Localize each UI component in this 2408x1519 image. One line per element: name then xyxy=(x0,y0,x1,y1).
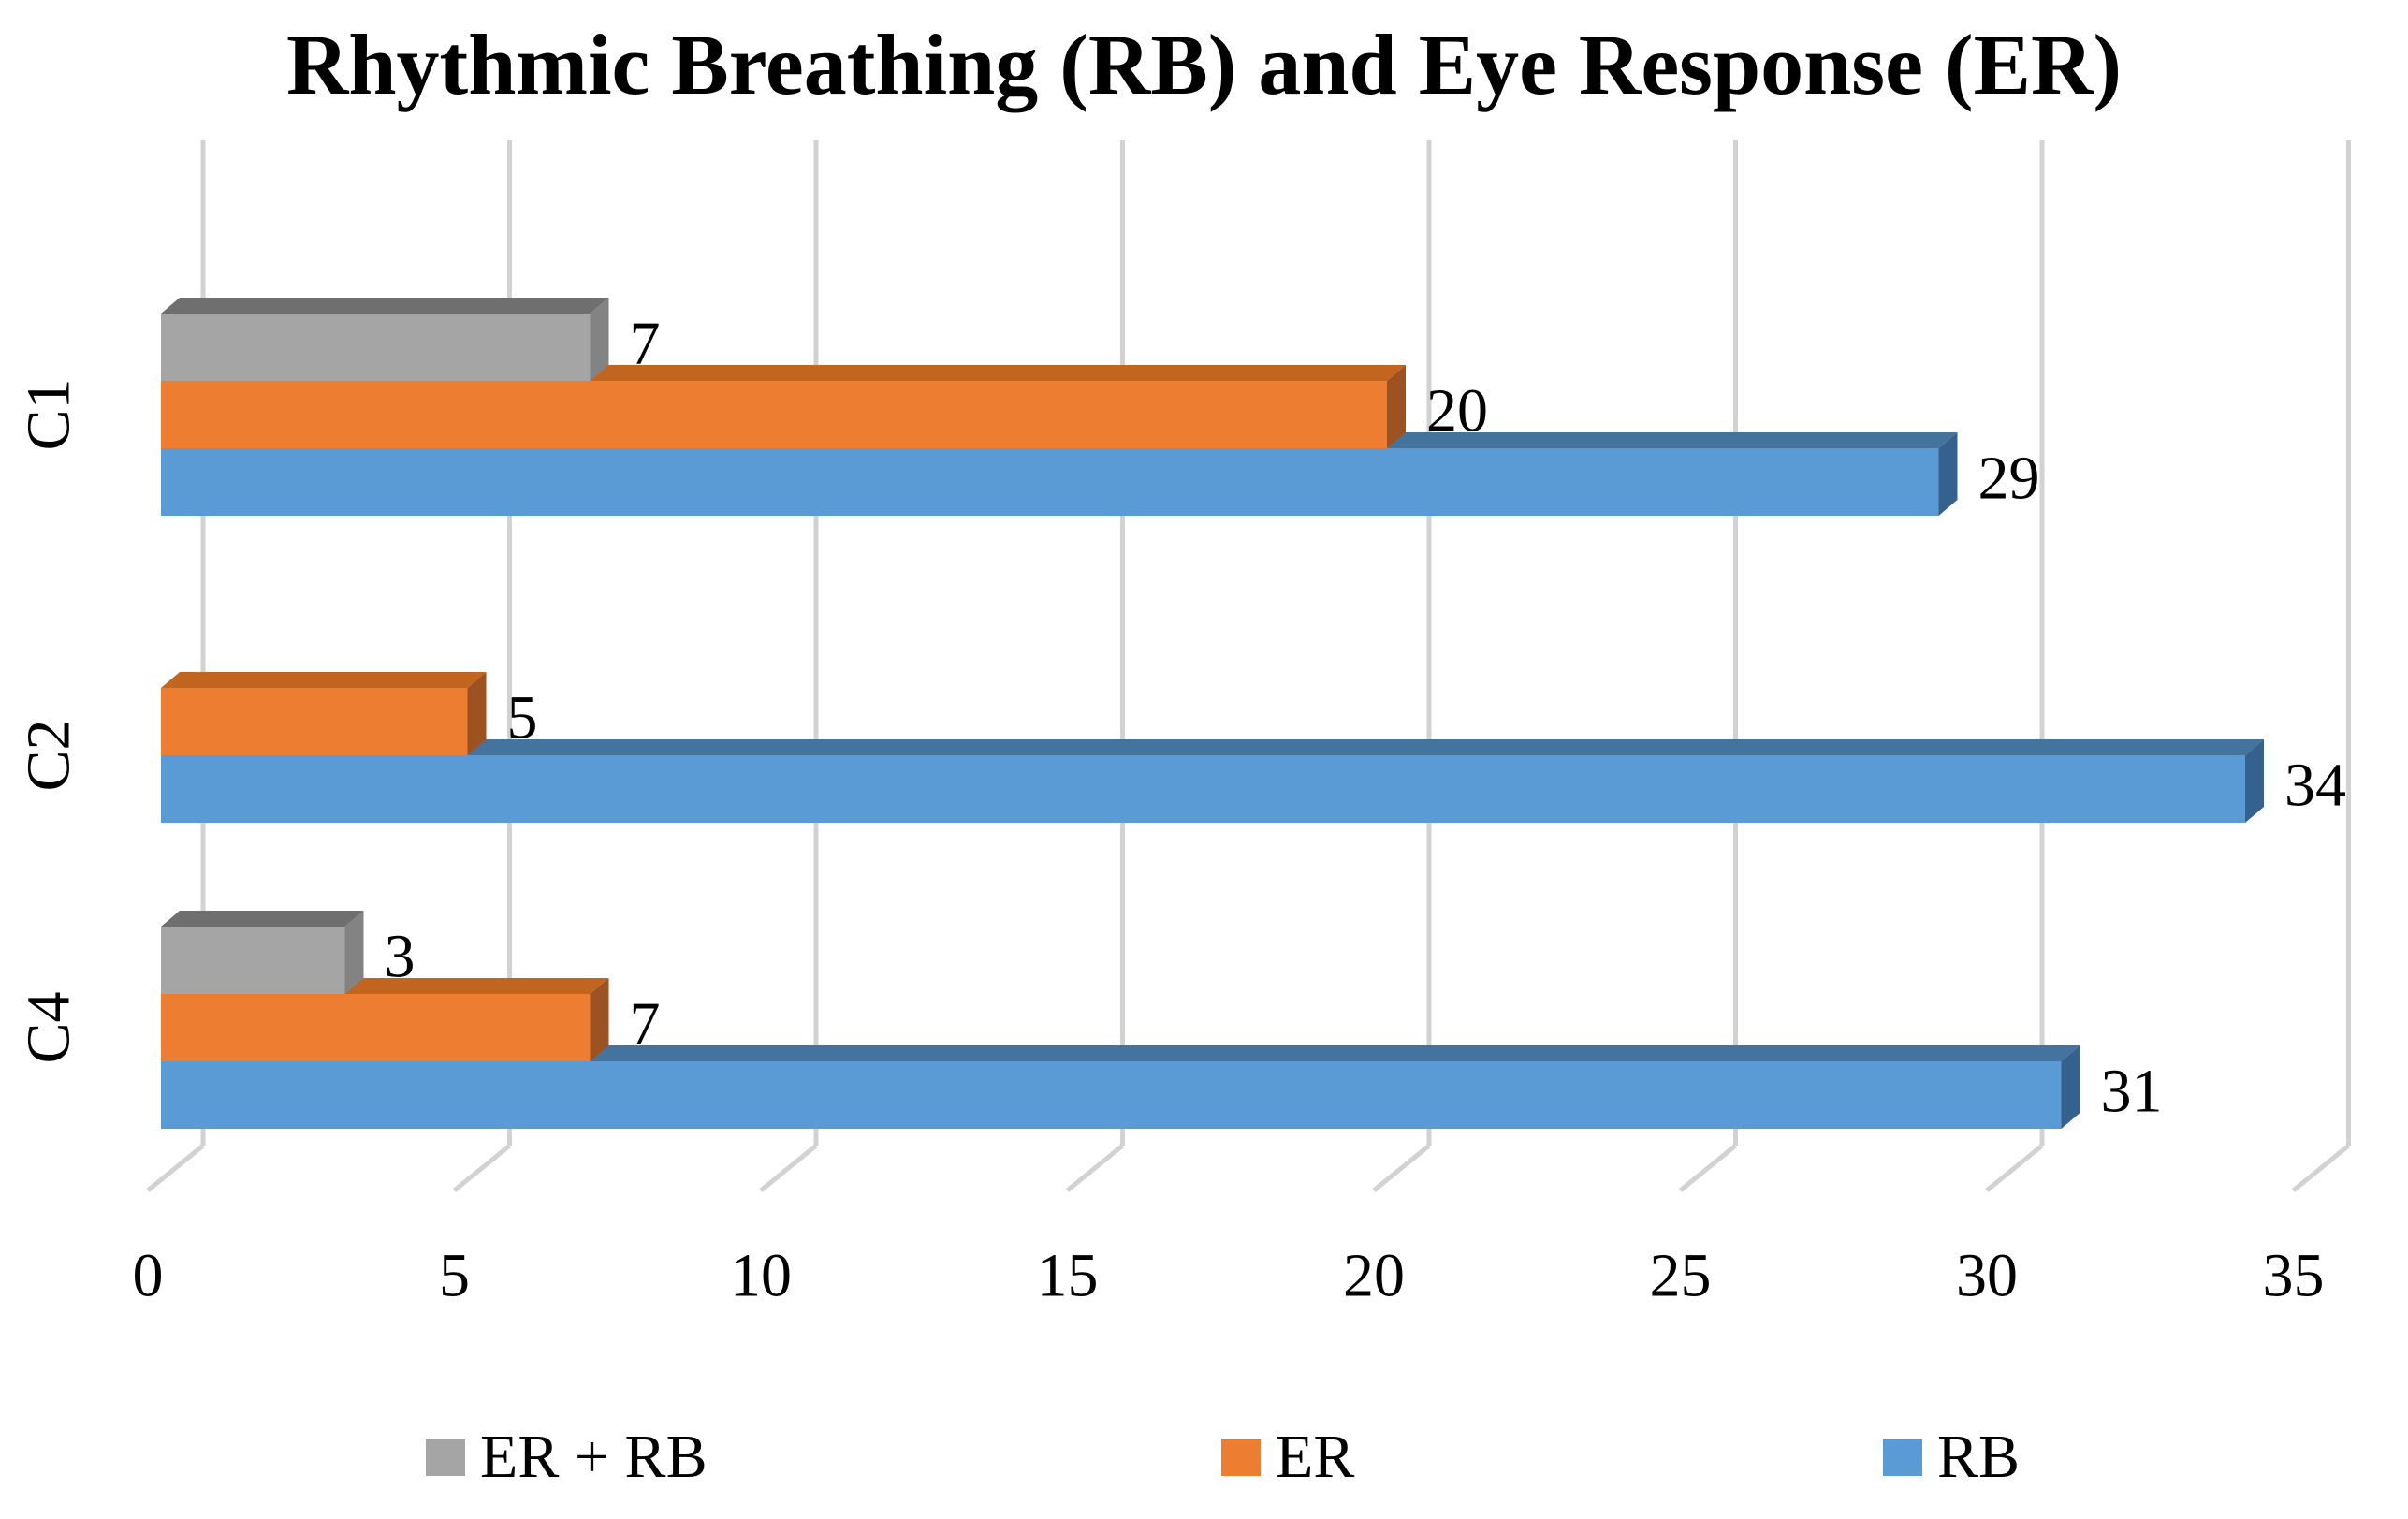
gridline-foot xyxy=(2291,1144,2351,1192)
bar-side-RB-C2 xyxy=(2245,739,2264,823)
x-tick-label: 15 xyxy=(1037,1242,1099,1310)
bar-top-ER-C2 xyxy=(161,672,487,688)
gridline-foot xyxy=(146,1144,205,1192)
bar-ER-C4 xyxy=(161,994,591,1061)
legend-swatch xyxy=(1883,1439,1922,1476)
gridline-foot xyxy=(1372,1144,1431,1192)
gridline-foot xyxy=(1678,1144,1738,1192)
gridline-foot xyxy=(1065,1144,1125,1192)
bar-side-RB-C4 xyxy=(2061,1045,2080,1129)
bar-RB-C2 xyxy=(161,755,2245,823)
x-tick-label: 25 xyxy=(1650,1242,1712,1310)
bar-side-RB-C1 xyxy=(1938,432,1958,516)
legend-item-RB: RB xyxy=(1883,1423,2021,1491)
bar-side-ER + RB-C4 xyxy=(344,911,364,994)
bar-top-ER + RB-C4 xyxy=(161,911,364,927)
legend: ER + RB ER RB xyxy=(0,1423,2408,1491)
category-label-C2: C2 xyxy=(15,719,83,791)
bar-RB-C4 xyxy=(161,1061,2062,1129)
x-tick-label: 10 xyxy=(730,1242,792,1310)
bar-side-ER-C4 xyxy=(590,978,609,1061)
value-label: 20 xyxy=(1426,377,1488,445)
bar-top-RB-C4 xyxy=(161,1045,2080,1061)
bar-side-ER + RB-C1 xyxy=(590,298,609,381)
bar-side-ER-C1 xyxy=(1387,365,1406,448)
bar-side-ER-C2 xyxy=(467,672,487,755)
x-tick-label: 20 xyxy=(1343,1242,1405,1310)
x-tick-label: 35 xyxy=(2263,1242,2325,1310)
legend-label: ER + RB xyxy=(480,1423,708,1491)
x-tick-label: 5 xyxy=(439,1242,470,1310)
value-label: 3 xyxy=(385,923,416,991)
legend-swatch xyxy=(1221,1439,1261,1476)
bar-ER-C2 xyxy=(161,688,468,755)
gridline-foot xyxy=(1985,1144,2044,1192)
category-label-C1: C1 xyxy=(15,378,83,450)
chart-title: Rhythmic Breathing (RB) and Eye Response… xyxy=(285,17,2123,112)
bar-top-RB-C2 xyxy=(161,739,2264,755)
value-label: 34 xyxy=(2284,752,2346,820)
legend-swatch xyxy=(426,1439,465,1476)
value-label: 31 xyxy=(2101,1058,2163,1126)
legend-label: ER xyxy=(1276,1423,1355,1491)
bar-top-ER + RB-C1 xyxy=(161,298,609,314)
value-label: 5 xyxy=(507,684,538,752)
gridline-foot xyxy=(452,1144,512,1192)
bar-RB-C1 xyxy=(161,448,1939,516)
bar-ER + RB-C1 xyxy=(161,314,591,381)
bar-ER + RB-C4 xyxy=(161,927,345,994)
legend-item-ER: ER xyxy=(1221,1423,1355,1491)
value-label: 7 xyxy=(630,310,661,378)
category-label-C4: C4 xyxy=(15,991,83,1063)
value-label: 29 xyxy=(1978,445,2040,513)
legend-item-ER + RB: ER + RB xyxy=(426,1423,708,1491)
gridline-foot xyxy=(759,1144,818,1192)
x-tick-label: 30 xyxy=(1956,1242,2018,1310)
legend-label: RB xyxy=(1937,1423,2021,1491)
x-tick-label: 0 xyxy=(133,1242,164,1310)
value-label: 7 xyxy=(630,990,661,1059)
bar-ER-C1 xyxy=(161,381,1387,448)
